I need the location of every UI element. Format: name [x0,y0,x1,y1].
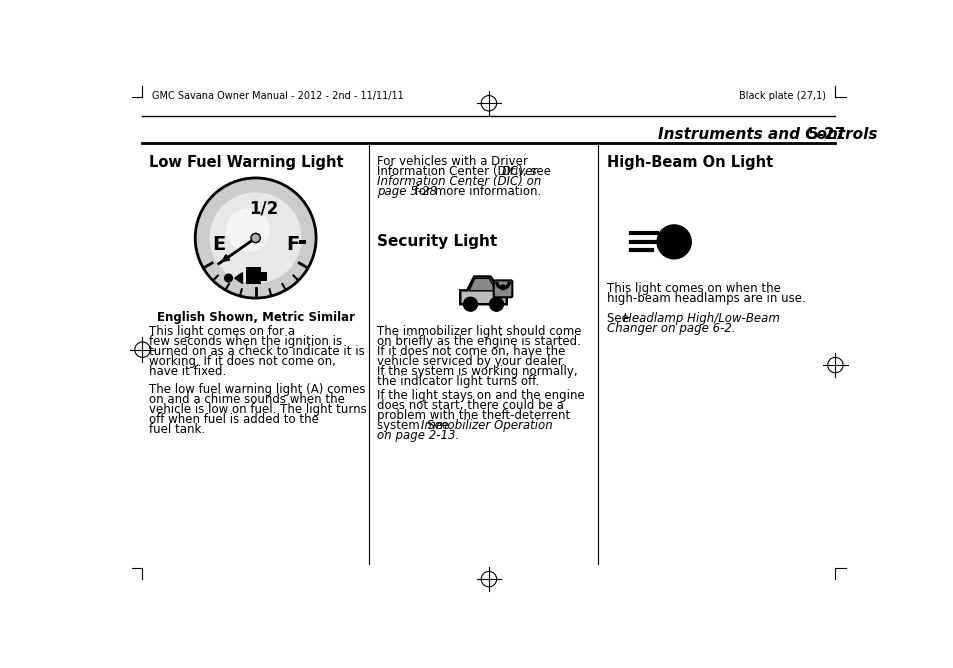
Circle shape [500,285,505,290]
Text: on and a chime sounds when the: on and a chime sounds when the [149,393,344,405]
Text: Changer on page 6-2.: Changer on page 6-2. [607,322,736,335]
Bar [261,272,267,281]
Text: Instruments and Controls: Instruments and Controls [658,126,877,142]
Circle shape [251,233,260,242]
Text: Low Fuel Warning Light: Low Fuel Warning Light [149,155,343,170]
Text: turned on as a check to indicate it is: turned on as a check to indicate it is [149,345,364,358]
Bar [298,240,306,244]
Text: The immobilizer light should come: The immobilizer light should come [376,325,580,338]
Circle shape [224,274,233,282]
Text: on page 2-13.: on page 2-13. [376,429,458,442]
FancyBboxPatch shape [494,281,512,297]
Text: 1/2: 1/2 [249,200,277,218]
Text: Driver: Driver [501,165,537,178]
Text: E: E [212,234,225,254]
Text: GMC Savana Owner Manual - 2012 - 2nd - 11/11/11: GMC Savana Owner Manual - 2012 - 2nd - 1… [152,91,403,101]
Text: for more information.: for more information. [411,185,541,198]
Text: working. If it does not come on,: working. If it does not come on, [149,355,335,368]
Text: does not start, there could be a: does not start, there could be a [376,399,563,412]
Text: Security Light: Security Light [376,234,497,249]
Text: F: F [286,234,299,254]
Text: vehicle serviced by your dealer.: vehicle serviced by your dealer. [376,355,564,368]
Text: the indicator light turns off.: the indicator light turns off. [376,375,538,388]
Text: See: See [607,312,633,325]
Text: 5-27: 5-27 [806,126,845,142]
Circle shape [463,297,476,311]
Text: The low fuel warning light (A) comes: The low fuel warning light (A) comes [149,383,365,395]
Text: For vehicles with a Driver: For vehicles with a Driver [376,155,527,168]
Text: If the light stays on and the engine: If the light stays on and the engine [376,389,583,402]
Text: fuel tank.: fuel tank. [149,423,205,436]
Bar [245,267,261,284]
Text: English Shown, Metric Similar: English Shown, Metric Similar [156,311,355,324]
Polygon shape [234,273,242,283]
Text: This light comes on for a: This light comes on for a [149,325,294,338]
Circle shape [195,178,315,298]
Text: Black plate (27,1): Black plate (27,1) [739,91,825,101]
Text: on briefly as the engine is started.: on briefly as the engine is started. [376,335,579,348]
Text: few seconds when the ignition is: few seconds when the ignition is [149,335,341,348]
Text: Headlamp High/Low-Beam: Headlamp High/Low-Beam [622,312,779,325]
Polygon shape [459,277,506,304]
Text: Information Center (DIC), see: Information Center (DIC), see [376,165,554,178]
Circle shape [227,209,269,251]
Text: Immobilizer Operation: Immobilizer Operation [420,419,552,432]
Text: vehicle is low on fuel. The light turns: vehicle is low on fuel. The light turns [149,403,366,415]
Text: have it fixed.: have it fixed. [149,365,226,378]
Circle shape [657,225,691,259]
Polygon shape [469,279,496,291]
Text: page 5-28: page 5-28 [376,185,436,198]
Text: off when fuel is added to the: off when fuel is added to the [149,413,318,426]
Text: Information Center (DIC) on: Information Center (DIC) on [376,175,540,188]
Text: system. See: system. See [376,419,452,432]
Text: problem with the theft-deterrent: problem with the theft-deterrent [376,409,569,422]
Text: High-Beam On Light: High-Beam On Light [607,155,773,170]
Text: This light comes on when the: This light comes on when the [607,282,781,295]
Text: high-beam headlamps are in use.: high-beam headlamps are in use. [607,292,805,305]
Text: If the system is working normally,: If the system is working normally, [376,365,577,378]
Circle shape [210,193,301,283]
Text: If it does not come on, have the: If it does not come on, have the [376,345,564,358]
Circle shape [489,297,503,311]
